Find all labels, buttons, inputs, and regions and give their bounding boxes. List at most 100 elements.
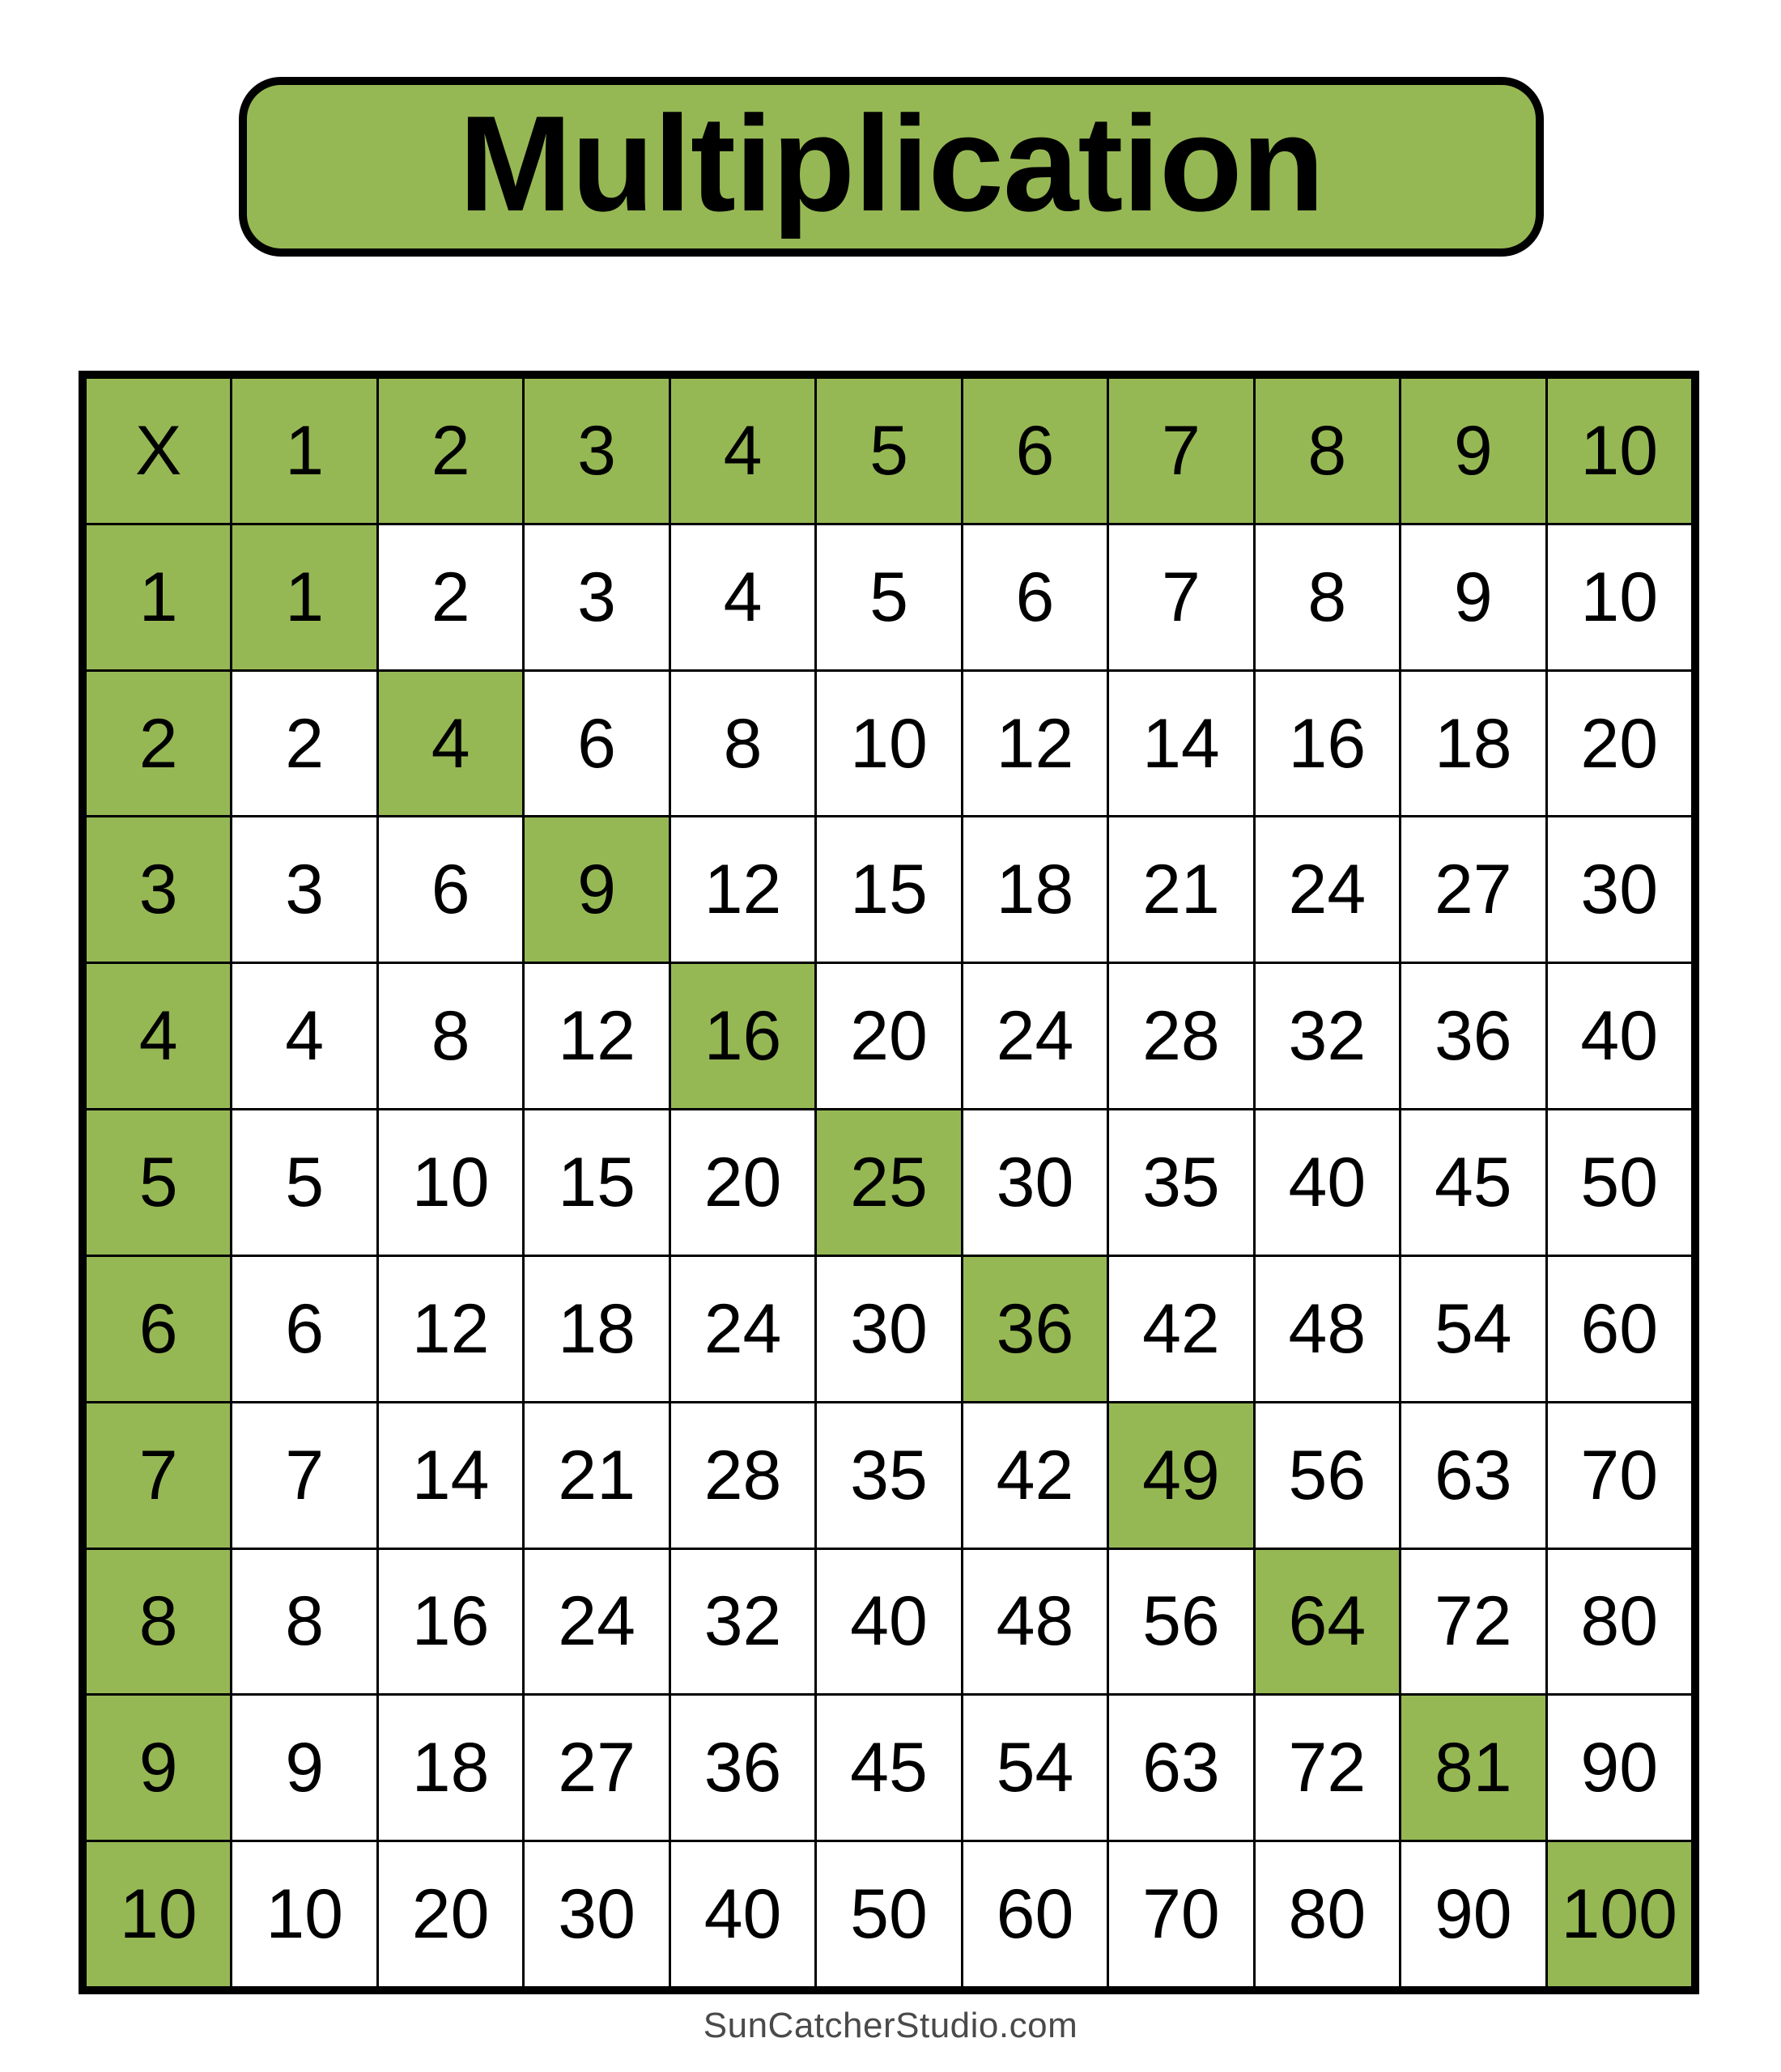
column-header-1: 1: [230, 376, 379, 525]
cell-8x9: 72: [1399, 1547, 1548, 1696]
cell-3x2: 6: [376, 815, 525, 965]
column-header-7: 7: [1107, 376, 1256, 525]
table-corner-cell: X: [83, 376, 233, 525]
row-header-10: 10: [83, 1840, 233, 1989]
cell-6x7: 42: [1107, 1254, 1256, 1403]
cell-7x9: 63: [1399, 1400, 1548, 1550]
cell-3x7: 21: [1107, 815, 1256, 965]
table-row: 10 10 20 30 40 50 60 70 80 90 100: [83, 1840, 1694, 1989]
column-header-5: 5: [814, 376, 963, 525]
cell-8x6: 48: [960, 1547, 1110, 1696]
cell-2x10: 20: [1545, 669, 1694, 818]
table-row: 3 3 6 9 12 15 18 21 24 27 30: [83, 815, 1694, 965]
row-header-8: 8: [83, 1547, 233, 1696]
cell-1x7: 7: [1107, 522, 1256, 672]
cell-3x6: 18: [960, 815, 1110, 965]
cell-5x5: 25: [814, 1108, 963, 1257]
cell-8x2: 16: [376, 1547, 525, 1696]
cell-5x7: 35: [1107, 1108, 1256, 1257]
table-row: 4 4 8 12 16 20 24 28 32 36 40: [83, 962, 1694, 1111]
cell-10x6: 60: [960, 1840, 1110, 1989]
row-header-2: 2: [83, 669, 233, 818]
footer-credit: SunCatcherStudio.com: [703, 2006, 1078, 2045]
cell-10x8: 80: [1252, 1840, 1402, 1989]
cell-9x4: 36: [668, 1693, 818, 1843]
table-row: 5 5 10 15 20 25 30 35 40 45 50: [83, 1108, 1694, 1257]
cell-3x4: 12: [668, 815, 818, 965]
cell-3x1: 3: [230, 815, 379, 965]
cell-6x5: 30: [814, 1254, 963, 1403]
table-row: 1 1 2 3 4 5 6 7 8 9 10: [83, 522, 1694, 672]
cell-10x10: 100: [1545, 1840, 1694, 1989]
cell-1x5: 5: [814, 522, 963, 672]
cell-6x1: 6: [230, 1254, 379, 1403]
cell-4x5: 20: [814, 962, 963, 1111]
table-row: 8 8 16 24 32 40 48 56 64 72 80: [83, 1547, 1694, 1696]
cell-8x7: 56: [1107, 1547, 1256, 1696]
page-title: Multiplication: [458, 87, 1325, 240]
cell-7x3: 21: [522, 1400, 671, 1550]
cell-9x3: 27: [522, 1693, 671, 1843]
cell-10x5: 50: [814, 1840, 963, 1989]
cell-10x3: 30: [522, 1840, 671, 1989]
cell-8x4: 32: [668, 1547, 818, 1696]
cell-2x7: 14: [1107, 669, 1256, 818]
column-header-6: 6: [960, 376, 1110, 525]
cell-4x7: 28: [1107, 962, 1256, 1111]
cell-8x8: 64: [1252, 1547, 1402, 1696]
cell-2x9: 18: [1399, 669, 1548, 818]
cell-9x6: 54: [960, 1693, 1110, 1843]
cell-4x3: 12: [522, 962, 671, 1111]
cell-3x5: 15: [814, 815, 963, 965]
cell-5x9: 45: [1399, 1108, 1548, 1257]
cell-8x3: 24: [522, 1547, 671, 1696]
table-row: 6 6 12 18 24 30 36 42 48 54 60: [83, 1254, 1694, 1403]
row-header-9: 9: [83, 1693, 233, 1843]
cell-1x10: 10: [1545, 522, 1694, 672]
column-header-9: 9: [1399, 376, 1548, 525]
cell-1x4: 4: [668, 522, 818, 672]
cell-5x3: 15: [522, 1108, 671, 1257]
cell-7x4: 28: [668, 1400, 818, 1550]
cell-6x3: 18: [522, 1254, 671, 1403]
column-header-10: 10: [1545, 376, 1694, 525]
cell-9x9: 81: [1399, 1693, 1548, 1843]
cell-6x9: 54: [1399, 1254, 1548, 1403]
cell-4x9: 36: [1399, 962, 1548, 1111]
cell-9x8: 72: [1252, 1693, 1402, 1843]
column-header-3: 3: [522, 376, 671, 525]
cell-6x4: 24: [668, 1254, 818, 1403]
cell-5x10: 50: [1545, 1108, 1694, 1257]
row-header-3: 3: [83, 815, 233, 965]
cell-2x4: 8: [668, 669, 818, 818]
cell-10x2: 20: [376, 1840, 525, 1989]
cell-1x1: 1: [230, 522, 379, 672]
cell-5x4: 20: [668, 1108, 818, 1257]
column-header-8: 8: [1252, 376, 1402, 525]
row-header-4: 4: [83, 962, 233, 1111]
cell-5x8: 40: [1252, 1108, 1402, 1257]
cell-2x2: 4: [376, 669, 525, 818]
cell-9x1: 9: [230, 1693, 379, 1843]
cell-8x10: 80: [1545, 1547, 1694, 1696]
cell-7x10: 70: [1545, 1400, 1694, 1550]
cell-5x2: 10: [376, 1108, 525, 1257]
table-row: 7 7 14 21 28 35 42 49 56 63 70: [83, 1400, 1694, 1550]
cell-7x6: 42: [960, 1400, 1110, 1550]
column-header-2: 2: [376, 376, 525, 525]
cell-4x10: 40: [1545, 962, 1694, 1111]
cell-9x10: 90: [1545, 1693, 1694, 1843]
row-header-7: 7: [83, 1400, 233, 1550]
cell-6x6: 36: [960, 1254, 1110, 1403]
cell-10x9: 90: [1399, 1840, 1548, 1989]
cell-4x1: 4: [230, 962, 379, 1111]
cell-3x9: 27: [1399, 815, 1548, 965]
cell-10x4: 40: [668, 1840, 818, 1989]
cell-9x5: 45: [814, 1693, 963, 1843]
cell-1x3: 3: [522, 522, 671, 672]
cell-6x8: 48: [1252, 1254, 1402, 1403]
cell-9x7: 63: [1107, 1693, 1256, 1843]
cell-2x3: 6: [522, 669, 671, 818]
table-row: 9 9 18 27 36 45 54 63 72 81 90: [83, 1693, 1694, 1843]
row-header-6: 6: [83, 1254, 233, 1403]
